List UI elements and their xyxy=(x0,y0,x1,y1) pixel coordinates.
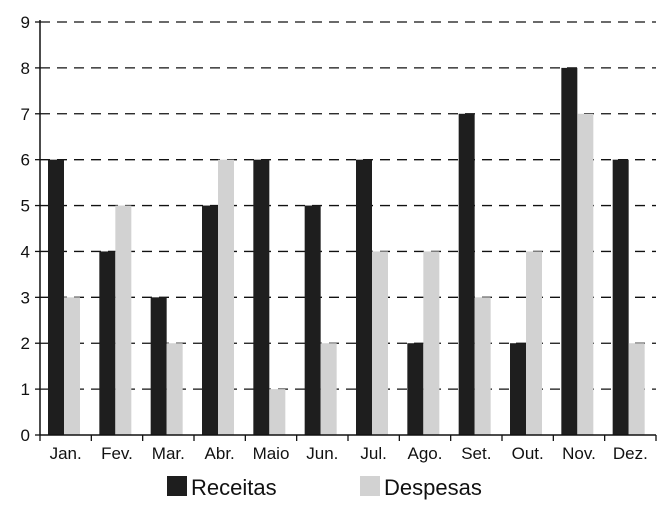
x-tick-label: Out. xyxy=(512,444,544,463)
x-tick-label: Jul. xyxy=(360,444,386,463)
bar-despesas-4 xyxy=(218,159,234,435)
bar-receitas-7 xyxy=(356,159,372,435)
x-tick-label: Nov. xyxy=(562,444,596,463)
bar-despesas-11 xyxy=(577,113,594,436)
x-tick-label: Dez. xyxy=(613,444,648,463)
bar-despesas-7 xyxy=(372,251,388,435)
y-tick-label: 7 xyxy=(21,105,30,124)
bar-receitas-6 xyxy=(304,205,321,435)
x-tick-label: Mar. xyxy=(152,444,185,463)
bar-despesas-12 xyxy=(628,343,645,435)
bar-receitas-8 xyxy=(407,343,424,435)
y-tick-label: 2 xyxy=(21,334,30,353)
legend: Receitas Despesas xyxy=(167,475,482,500)
bar-despesas-8 xyxy=(423,251,440,435)
bar-receitas-12 xyxy=(612,159,629,435)
legend-label-despesas: Despesas xyxy=(384,475,482,500)
bar-despesas-1 xyxy=(64,297,80,435)
bar-despesas-10 xyxy=(526,251,542,435)
bar-receitas-11 xyxy=(561,67,578,435)
x-tick-label: Jun. xyxy=(306,444,338,463)
y-tick-label: 1 xyxy=(21,380,30,399)
x-tick-labels: Jan. Fev. Mar. Abr. Maio Jun. Jul. Ago. Set. Out.… xyxy=(50,444,648,463)
bar-despesas-6 xyxy=(320,343,337,435)
legend-label-receitas: Receitas xyxy=(191,475,277,500)
bar-despesas-9 xyxy=(474,297,491,435)
bars xyxy=(48,67,645,436)
bar-receitas-3 xyxy=(150,297,167,435)
x-tick-label: Maio xyxy=(253,444,290,463)
y-tick-label: 4 xyxy=(21,242,30,261)
gridlines xyxy=(40,21,656,390)
bar-despesas-3 xyxy=(166,343,183,435)
x-tick-label: Abr. xyxy=(205,444,235,463)
y-tick-label: 6 xyxy=(21,151,30,170)
legend-swatch-receitas xyxy=(167,476,187,496)
legend-swatch-despesas xyxy=(360,476,380,496)
bar-receitas-5 xyxy=(253,159,270,435)
y-tick-label: 3 xyxy=(21,288,30,307)
axes xyxy=(35,20,657,441)
bar-despesas-2 xyxy=(115,205,132,435)
bar-receitas-4 xyxy=(202,205,218,435)
x-tick-label: Set. xyxy=(461,444,491,463)
y-tick-label: 9 xyxy=(21,13,30,32)
bar-despesas-5 xyxy=(269,389,286,435)
y-tick-labels: 0 1 2 3 4 5 6 7 8 9 xyxy=(21,13,30,445)
bar-receitas-1 xyxy=(48,159,64,435)
bar-receitas-9 xyxy=(458,113,475,436)
y-tick-label: 5 xyxy=(21,197,30,216)
x-tick-label: Fev. xyxy=(101,444,133,463)
x-tick-label: Ago. xyxy=(408,444,443,463)
x-tick-label: Jan. xyxy=(50,444,82,463)
bar-receitas-10 xyxy=(510,343,526,435)
y-tick-label: 0 xyxy=(21,426,30,445)
y-tick-label: 8 xyxy=(21,59,30,78)
bar-receitas-2 xyxy=(99,251,116,435)
